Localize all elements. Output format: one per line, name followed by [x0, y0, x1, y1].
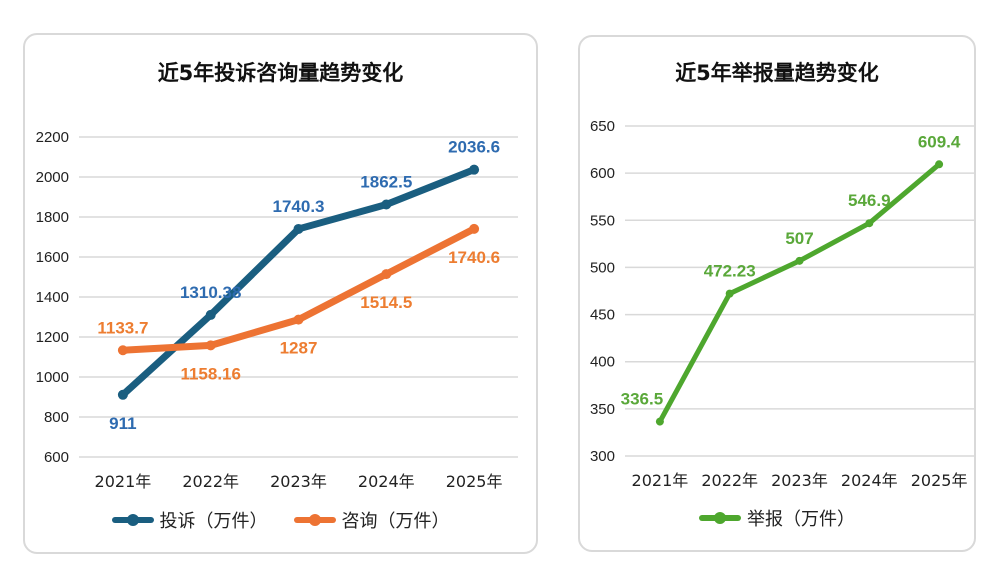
y-tick-label: 1400 — [36, 289, 69, 306]
data-point — [293, 314, 304, 325]
x-tick-label: 2021年 — [95, 472, 152, 491]
legend-line-marker-icon — [111, 514, 154, 526]
data-label: 1287 — [280, 339, 318, 358]
data-label: 609.4 — [918, 132, 961, 151]
x-tick-label: 2024年 — [358, 472, 415, 491]
data-label: 2036.6 — [448, 138, 500, 157]
y-tick-label: 500 — [590, 259, 615, 276]
y-tick-label: 1200 — [36, 329, 69, 346]
chart-title: 近5年投诉咨询量趋势变化 — [157, 61, 404, 85]
data-point — [117, 389, 128, 400]
data-point — [469, 164, 480, 175]
data-label: 1740.6 — [448, 248, 500, 267]
x-tick-label: 2024年 — [841, 471, 898, 490]
data-label: 1862.5 — [360, 173, 412, 192]
data-point — [205, 340, 216, 351]
x-tick-label: 2021年 — [632, 471, 689, 490]
data-label: 1158.16 — [180, 364, 241, 383]
chart-title: 近5年举报量趋势变化 — [675, 61, 879, 85]
complaint-consult-chart: 600 800 1000 1200 1400 1600 1800 2000 2200 2021年 2… — [36, 129, 518, 491]
x-tick-label: 2025年 — [911, 471, 968, 490]
legend-label: 投诉（万件） — [159, 511, 268, 532]
data-label: 507 — [785, 229, 813, 248]
data-point — [381, 199, 392, 210]
data-point — [381, 269, 392, 280]
data-label: 1310.38 — [180, 283, 241, 302]
y-tick-label: 650 — [590, 118, 615, 135]
legend-label: 咨询（万件） — [341, 511, 450, 532]
data-label: 1514.5 — [360, 293, 412, 312]
legend-item-reports[interactable]: 举报（万件） — [699, 505, 855, 531]
y-tick-label: 350 — [590, 401, 615, 418]
y-tick-label: 300 — [590, 448, 615, 465]
complaint-consult-chart-card: 近5年投诉咨询量趋势变化 600 800 1000 1200 1400 1600 1800 2… — [23, 33, 538, 554]
legend-item-consultations[interactable]: 咨询（万件） — [293, 507, 450, 533]
legend: 举报（万件） — [580, 505, 974, 531]
y-tick-label: 600 — [590, 165, 615, 182]
x-tick-label: 2022年 — [701, 471, 758, 490]
series-line — [657, 161, 942, 425]
legend: 投诉（万件） 咨询（万件） — [25, 507, 536, 533]
data-label: 1740.3 — [273, 197, 325, 216]
data-point — [935, 160, 944, 169]
data-label: 911 — [109, 414, 136, 433]
data-point — [655, 417, 664, 426]
y-tick-label: 550 — [590, 212, 615, 229]
report-chart: 300 350 400 450 500 550 600 650 2021年 2022年 2023年 2… — [590, 118, 974, 490]
y-tick-label: 1600 — [36, 249, 69, 266]
data-point — [293, 223, 304, 234]
legend-item-complaints[interactable]: 投诉（万件） — [111, 507, 268, 533]
data-point — [469, 223, 480, 234]
x-tick-label: 2025年 — [446, 472, 503, 491]
data-point — [725, 289, 734, 298]
y-tick-label: 400 — [590, 354, 615, 371]
legend-line-marker-icon — [699, 512, 741, 524]
data-label: 1133.7 — [97, 318, 148, 337]
y-tick-label: 2200 — [36, 129, 69, 146]
report-chart-card: 近5年举报量趋势变化 300 350 400 450 500 550 600 650 2021年… — [578, 35, 976, 552]
data-point — [117, 345, 128, 356]
y-tick-label: 1000 — [36, 369, 69, 386]
data-label: 472.23 — [704, 262, 756, 281]
legend-label: 举报（万件） — [747, 509, 855, 530]
y-tick-label: 800 — [44, 409, 69, 426]
y-tick-label: 2000 — [36, 169, 69, 186]
legend-line-marker-icon — [293, 514, 336, 526]
x-tick-label: 2023年 — [771, 471, 828, 490]
y-tick-label: 450 — [590, 307, 615, 324]
data-label: 546.9 — [848, 191, 891, 210]
y-tick-label: 1800 — [36, 209, 69, 226]
series-line — [119, 225, 478, 354]
y-tick-label: 600 — [44, 449, 69, 466]
x-tick-label: 2022年 — [182, 472, 239, 491]
data-point — [795, 256, 804, 265]
data-point — [865, 219, 874, 228]
data-point — [205, 309, 216, 320]
data-label: 336.5 — [621, 390, 664, 409]
x-tick-label: 2023年 — [270, 472, 327, 491]
